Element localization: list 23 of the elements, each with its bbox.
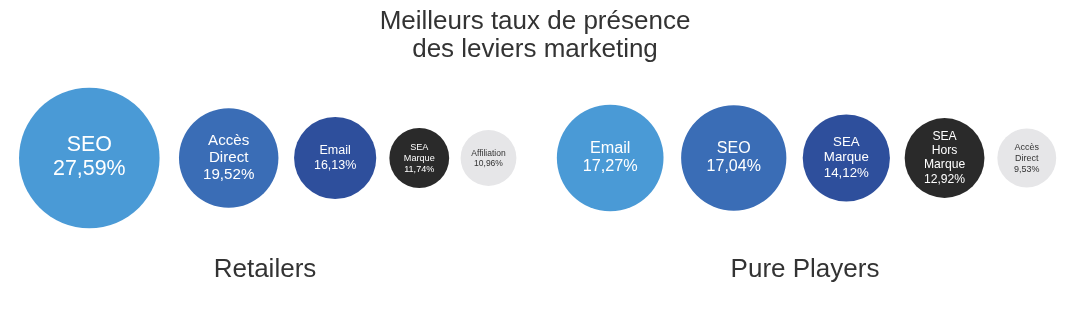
text: Retailers [213,253,317,283]
data-label: 17,04% [706,156,761,175]
data-label: 19,52% [203,165,255,183]
data-label: 16,13% [313,158,357,173]
category-label: SEA Marque [823,134,869,165]
category-label: SEA Hors Marque [923,129,966,172]
category-label: Affiliation [471,147,506,158]
category-label: Email [319,143,351,158]
category-label: SEA Marque [403,142,435,164]
data-label: 27,59% [52,155,126,180]
category-label: Accès Direct [208,130,250,165]
data-label: 9,53% [1014,164,1040,175]
text: Pure Players [730,253,880,283]
category-label: SEO [716,138,751,157]
category-label: Accès Direct [1014,142,1040,164]
text: Meilleurs taux de présence des leviers marketing [379,5,691,63]
data-label: 14,12% [823,164,870,180]
data-label: 17,27% [582,156,638,175]
data-label: 10,96% [474,158,504,169]
category-label: SEO [66,132,112,157]
data-label: 12,92% [923,171,966,186]
data-label: 11,74% [404,164,435,175]
category-label: Email [589,138,631,157]
